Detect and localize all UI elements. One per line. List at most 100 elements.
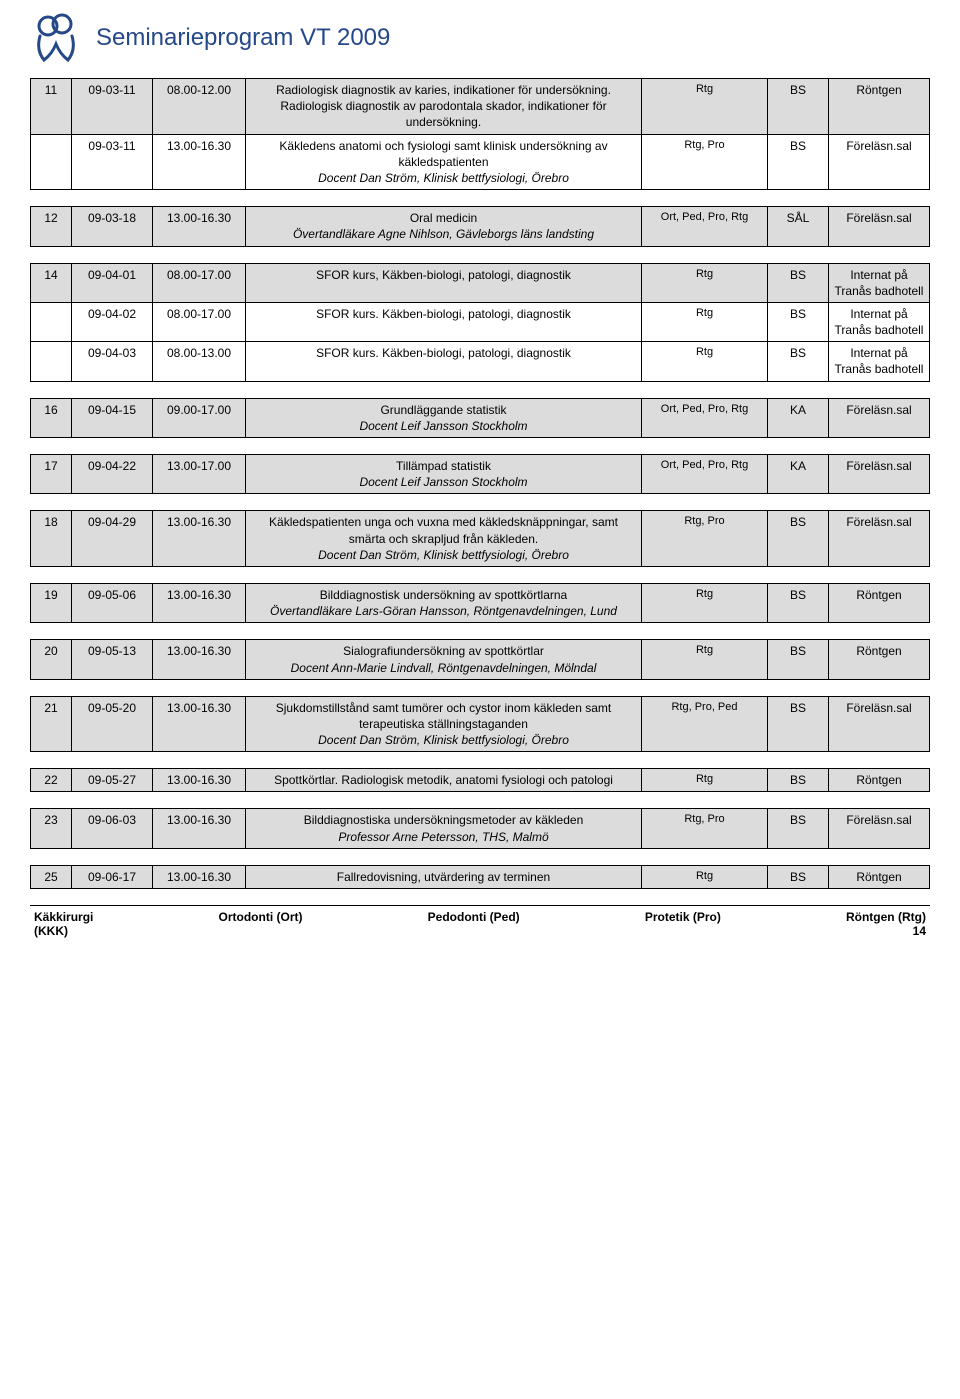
table-cell: 13.00-16.30 (153, 696, 246, 752)
table-cell: BS (768, 583, 829, 622)
table-cell: Föreläsn.sal (829, 809, 930, 848)
header: Seminarieprogram VT 2009 (30, 12, 930, 64)
table-cell: Rtg (642, 865, 768, 888)
table-cell: 13.00-16.30 (153, 511, 246, 567)
table-cell: SÅL (768, 207, 829, 246)
table-cell: BS (768, 696, 829, 752)
table-cell: 09-03-18 (72, 207, 153, 246)
table-cell: 09.00-17.00 (153, 398, 246, 437)
table-cell: Bilddiagnostiska undersökningsmetoder av… (246, 809, 642, 848)
table-cell: 19 (31, 583, 72, 622)
table-cell: Rtg, Pro, Ped (642, 696, 768, 752)
table-cell: Rtg (642, 583, 768, 622)
table-cell: 20 (31, 640, 72, 679)
table-cell: 09-03-11 (72, 134, 153, 190)
legend-item: Ortodonti (Ort) (219, 910, 303, 924)
table-cell: Rtg (642, 342, 768, 381)
table-cell: Föreläsn.sal (829, 134, 930, 190)
table-cell: Föreläsn.sal (829, 398, 930, 437)
table-cell: 12 (31, 207, 72, 246)
table-cell: Bilddiagnostisk undersökning av spottkör… (246, 583, 642, 622)
table-cell: KA (768, 455, 829, 494)
table-cell: 09-05-06 (72, 583, 153, 622)
footer-legend-row2: (KKK) 14 (30, 924, 930, 938)
schedule-table: 2109-05-2013.00-16.30Sjukdomstillstånd s… (30, 696, 930, 753)
table-cell: 09-05-13 (72, 640, 153, 679)
table-row: 2009-05-1313.00-16.30Sialografiundersökn… (31, 640, 930, 679)
schedule-table: 2509-06-1713.00-16.30Fallredovisning, ut… (30, 865, 930, 889)
legend-item: Käkkirurgi (34, 910, 93, 924)
table-cell: 09-06-03 (72, 809, 153, 848)
schedule-table: 1809-04-2913.00-16.30Käkledspatienten un… (30, 510, 930, 567)
table-cell: Ort, Ped, Pro, Rtg (642, 207, 768, 246)
table-cell: 08.00-13.00 (153, 342, 246, 381)
table-cell: 09-06-17 (72, 865, 153, 888)
table-cell: 09-05-27 (72, 769, 153, 792)
table-row: 09-04-0208.00-17.00SFOR kurs. Käkben-bio… (31, 302, 930, 341)
table-cell: Sialografiundersökning av spottkörtlarDo… (246, 640, 642, 679)
table-cell: Ort, Ped, Pro, Rtg (642, 398, 768, 437)
table-cell: 17 (31, 455, 72, 494)
table-cell: BS (768, 79, 829, 135)
table-cell: Internat på Tranås badhotell (829, 302, 930, 341)
table-row: 09-03-1113.00-16.30Käkledens anatomi och… (31, 134, 930, 190)
table-cell: Internat på Tranås badhotell (829, 263, 930, 302)
schedule-table: 2009-05-1313.00-16.30Sialografiundersökn… (30, 639, 930, 679)
table-cell: 09-04-29 (72, 511, 153, 567)
table-cell: 08.00-12.00 (153, 79, 246, 135)
table-cell: 08.00-17.00 (153, 263, 246, 302)
table-cell: Rtg (642, 79, 768, 135)
schedule-table: 2209-05-2713.00-16.30Spottkörtlar. Radio… (30, 768, 930, 792)
table-cell: 13.00-16.30 (153, 640, 246, 679)
table-cell: Radiologisk diagnostik av karies, indika… (246, 79, 642, 135)
table-cell: Sjukdomstillstånd samt tumörer och cysto… (246, 696, 642, 752)
table-cell: 13.00-16.30 (153, 809, 246, 848)
footer-legend-row1: Käkkirurgi Ortodonti (Ort) Pedodonti (Pe… (30, 910, 930, 924)
table-cell: BS (768, 865, 829, 888)
table-cell: Röntgen (829, 769, 930, 792)
table-cell: 14 (31, 263, 72, 302)
table-cell: 09-03-11 (72, 79, 153, 135)
schedule-blocks: 1109-03-1108.00-12.00Radiologisk diagnos… (30, 78, 930, 889)
schedule-table: 2309-06-0313.00-16.30Bilddiagnostiska un… (30, 808, 930, 848)
table-cell: 13.00-16.30 (153, 583, 246, 622)
legend-item: Röntgen (Rtg) (846, 910, 926, 924)
table-cell: 09-04-01 (72, 263, 153, 302)
legend-sub: (KKK) (34, 924, 68, 938)
table-cell: Föreläsn.sal (829, 455, 930, 494)
table-row: 1909-05-0613.00-16.30Bilddiagnostisk und… (31, 583, 930, 622)
table-cell: SFOR kurs. Käkben-biologi, patologi, dia… (246, 302, 642, 341)
table-row: 2109-05-2013.00-16.30Sjukdomstillstånd s… (31, 696, 930, 752)
table-cell: Rtg (642, 640, 768, 679)
schedule-table: 1409-04-0108.00-17.00SFOR kurs, Käkben-b… (30, 263, 930, 382)
table-cell: 09-04-22 (72, 455, 153, 494)
table-cell (31, 134, 72, 190)
logo-icon (30, 12, 82, 64)
legend-item: Protetik (Pro) (645, 910, 721, 924)
table-cell: BS (768, 342, 829, 381)
table-cell: 18 (31, 511, 72, 567)
schedule-table: 1209-03-1813.00-16.30Oral medicinÖvertan… (30, 206, 930, 246)
table-row: 2509-06-1713.00-16.30Fallredovisning, ut… (31, 865, 930, 888)
table-cell: Röntgen (829, 79, 930, 135)
legend-item: Pedodonti (Ped) (428, 910, 520, 924)
footer-divider (30, 905, 930, 906)
table-cell: 09-04-02 (72, 302, 153, 341)
table-cell: 09-04-15 (72, 398, 153, 437)
table-cell: Fallredovisning, utvärdering av terminen (246, 865, 642, 888)
table-cell: 21 (31, 696, 72, 752)
table-cell: 13.00-17.00 (153, 455, 246, 494)
table-row: 1209-03-1813.00-16.30Oral medicinÖvertan… (31, 207, 930, 246)
table-cell: 09-04-03 (72, 342, 153, 381)
table-cell: Ort, Ped, Pro, Rtg (642, 455, 768, 494)
table-cell: Röntgen (829, 640, 930, 679)
table-cell: 25 (31, 865, 72, 888)
table-row: 1709-04-2213.00-17.00Tillämpad statistik… (31, 455, 930, 494)
table-cell: 13.00-16.30 (153, 207, 246, 246)
table-cell: Rtg (642, 769, 768, 792)
page-title: Seminarieprogram VT 2009 (96, 24, 390, 52)
table-cell: Röntgen (829, 865, 930, 888)
table-cell: BS (768, 640, 829, 679)
schedule-table: 1709-04-2213.00-17.00Tillämpad statistik… (30, 454, 930, 494)
table-cell: Rtg, Pro (642, 511, 768, 567)
